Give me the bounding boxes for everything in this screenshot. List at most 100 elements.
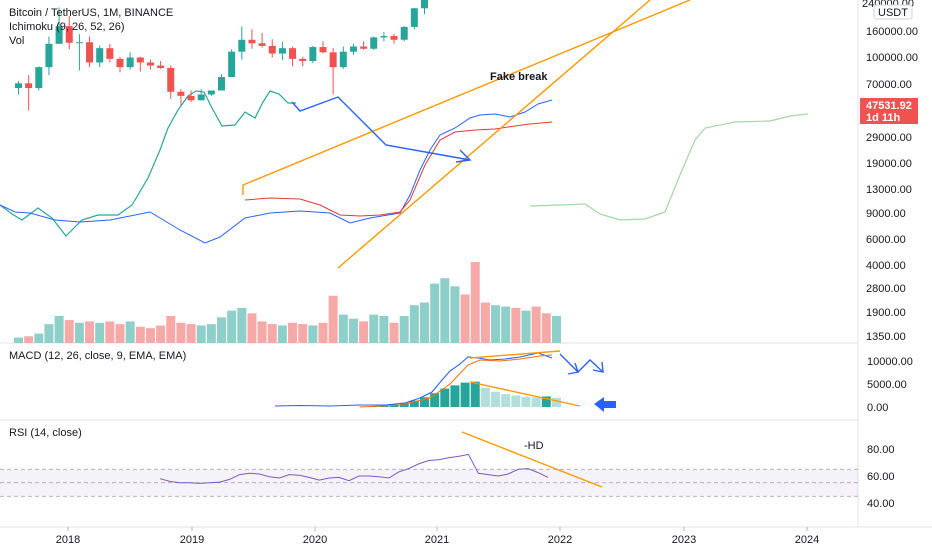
fake-break-label: Fake break xyxy=(490,71,548,83)
volume-bar xyxy=(430,283,440,343)
candle-body xyxy=(319,47,327,53)
candle-body xyxy=(400,26,408,40)
volume-bar xyxy=(206,324,216,343)
volume-bar xyxy=(348,318,358,343)
macd-histogram-bar xyxy=(420,397,429,407)
volume-bar xyxy=(227,310,237,343)
volume-legend[interactable]: Vol xyxy=(9,35,25,47)
volume-bar xyxy=(379,316,389,343)
candle-body xyxy=(167,67,175,92)
macd-histogram-bar xyxy=(470,381,480,407)
candle-body xyxy=(187,95,195,101)
candle-body xyxy=(349,46,357,52)
candle-body xyxy=(207,90,215,95)
macd-projection-arrowhead xyxy=(592,361,604,373)
volume-bar xyxy=(54,316,64,343)
time-tick-label: 2023 xyxy=(672,534,696,546)
price-tick-label: 4000.00 xyxy=(866,260,906,272)
volume-bar xyxy=(521,310,531,343)
volume-bar xyxy=(399,316,409,343)
candle-body xyxy=(309,47,317,62)
ichimoku-conversion-line xyxy=(0,99,553,244)
price-tick-label: 19000.00 xyxy=(866,158,912,170)
projection-arrowhead xyxy=(455,149,472,163)
macd-histogram-bar xyxy=(399,402,409,407)
time-tick-label: 2019 xyxy=(180,534,204,546)
candle-body xyxy=(65,26,73,43)
price-tick-label: 70000.00 xyxy=(866,79,912,91)
candle-body xyxy=(126,57,134,68)
volume-bar xyxy=(389,322,399,343)
volume-bar xyxy=(115,324,125,343)
volume-bar xyxy=(247,313,257,343)
volume-bar xyxy=(166,316,176,343)
symbol-title[interactable]: Bitcoin / TetherUS, 1M, BINANCE xyxy=(9,7,174,19)
volume-bar xyxy=(34,333,44,343)
volume-bar xyxy=(288,322,298,343)
macd-left-arrow-icon xyxy=(594,397,616,412)
candle-body xyxy=(86,42,94,63)
price-tick-label: 6000.00 xyxy=(866,234,906,246)
rsi-line xyxy=(159,453,549,484)
price-tick-label: 2800.00 xyxy=(866,283,906,295)
time-tick-label: 2021 xyxy=(425,534,449,546)
candle-body xyxy=(421,0,428,9)
candle-body xyxy=(339,51,347,68)
volume-bar xyxy=(135,326,145,343)
candle-body xyxy=(96,48,104,63)
volume-bar xyxy=(338,314,348,343)
volume-bar xyxy=(470,262,480,343)
volume-bar xyxy=(24,336,34,343)
candle-body xyxy=(177,91,185,96)
wedge-lower-trendline xyxy=(337,0,651,269)
hidden-divergence-label: -HD xyxy=(524,440,544,452)
macd-tick-label: 0.00 xyxy=(867,402,888,414)
volume-bar xyxy=(105,321,115,343)
macd-legend[interactable]: MACD (12, 26, close, 9, EMA, EMA) xyxy=(9,350,187,362)
candle-body xyxy=(299,58,307,62)
candle-body xyxy=(25,83,33,89)
macd-histogram-bar xyxy=(440,388,450,407)
volume-bar xyxy=(369,314,379,343)
candle-body xyxy=(370,37,378,49)
candle-body xyxy=(289,48,297,59)
wedge-upper-trendline xyxy=(242,0,691,186)
price-tick-label: 1350.00 xyxy=(866,331,906,343)
candle-body xyxy=(248,39,256,44)
price-tick-label: 160000.00 xyxy=(866,26,918,38)
candle-body xyxy=(146,62,154,66)
projection-path xyxy=(291,96,471,161)
macd-lower-trendline xyxy=(469,381,581,407)
currency-label: USDT xyxy=(878,7,908,19)
candle-body xyxy=(268,45,276,54)
macd-projection-path xyxy=(559,353,604,373)
candle-body xyxy=(390,36,398,40)
volume-bar xyxy=(14,337,23,343)
volume-bar xyxy=(145,328,155,343)
volume-bar xyxy=(551,316,561,343)
candle-body xyxy=(218,77,225,91)
ichimoku-legend[interactable]: Ichimoku (9, 26, 52, 26) xyxy=(9,21,125,33)
candle-body xyxy=(197,94,205,101)
macd-upper-trendline xyxy=(469,350,561,359)
macd-histogram-bar xyxy=(430,393,440,407)
currency-badge xyxy=(873,4,913,20)
macd-signal-line xyxy=(359,354,553,408)
volume-bar xyxy=(541,313,551,343)
volume-bar xyxy=(125,321,135,343)
time-tick-label: 2020 xyxy=(303,534,327,546)
candle-body xyxy=(75,42,83,44)
rsi-legend[interactable]: RSI (14, close) xyxy=(9,427,82,439)
countdown-tag-text: 1d 11h xyxy=(866,112,901,124)
candle-body xyxy=(360,46,368,49)
volume-bar xyxy=(74,322,84,343)
candle-body xyxy=(15,83,22,89)
candle-body xyxy=(329,52,337,68)
ichimoku-leading-span xyxy=(529,113,809,221)
volume-bar xyxy=(450,286,460,343)
volume-bar xyxy=(298,324,308,343)
candle-body xyxy=(380,36,388,38)
candle-body xyxy=(106,48,114,59)
volume-bar xyxy=(308,325,318,343)
